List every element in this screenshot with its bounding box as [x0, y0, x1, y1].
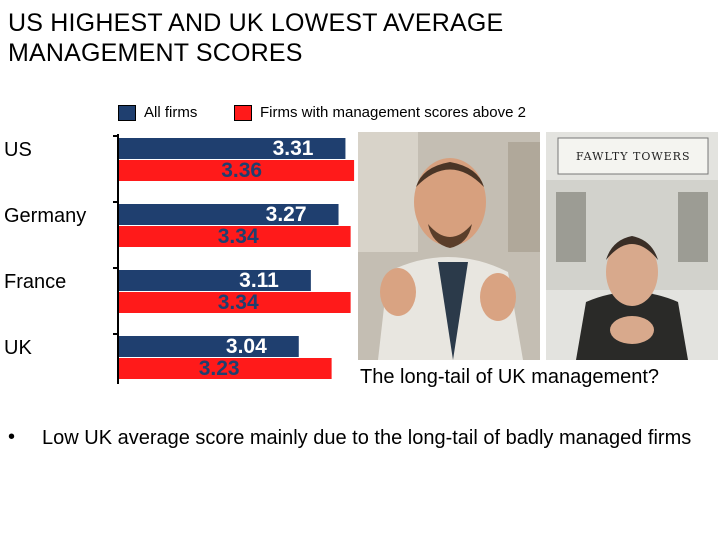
category-label: Germany — [4, 205, 86, 227]
bar-all-firms — [119, 204, 339, 225]
bar-all-firms — [119, 270, 311, 291]
data-label: 3.27 — [266, 203, 307, 226]
hotel-owner-illustration — [546, 132, 718, 360]
hotel-owner-photo: FAWLTY TOWERS — [546, 132, 718, 360]
legend-label-above-2: Firms with management scores above 2 — [260, 104, 526, 121]
legend-swatch-all-firms — [118, 105, 136, 121]
data-label: 3.36 — [221, 159, 262, 182]
legend-swatch-above-2 — [234, 105, 252, 121]
legend-label-all-firms: All firms — [144, 104, 198, 121]
bar-all-firms — [119, 336, 299, 357]
title-line-1: US HIGHEST AND UK LOWEST AVERAGE — [8, 9, 504, 37]
bullet-marker: • — [8, 426, 16, 448]
page-title: US HIGHEST AND UK LOWEST AVERAGE MANAGEM… — [8, 8, 628, 68]
data-label: 3.31 — [273, 137, 314, 160]
data-label: 3.23 — [199, 357, 240, 380]
bar-above-2 — [119, 292, 351, 313]
bar-above-2 — [119, 226, 351, 247]
bar-above-2 — [119, 358, 332, 379]
category-label: US — [4, 139, 32, 161]
bullet-text: Low UK average score mainly due to the l… — [42, 427, 692, 449]
bar-all-firms — [119, 138, 346, 159]
title-line-2: MANAGEMENT SCORES — [8, 39, 303, 67]
bar-above-2 — [119, 160, 355, 181]
office-manager-illustration — [358, 132, 540, 360]
sign-text: FAWLTY TOWERS — [576, 150, 691, 163]
office-manager-photo — [358, 132, 540, 360]
data-label: 3.04 — [226, 335, 267, 358]
data-label: 3.11 — [239, 269, 279, 292]
category-label: France — [4, 271, 66, 293]
data-label: 3.34 — [218, 225, 259, 248]
data-label: 3.34 — [218, 291, 259, 314]
photo-caption: The long-tail of UK management? — [360, 366, 660, 388]
category-label: UK — [4, 337, 32, 359]
